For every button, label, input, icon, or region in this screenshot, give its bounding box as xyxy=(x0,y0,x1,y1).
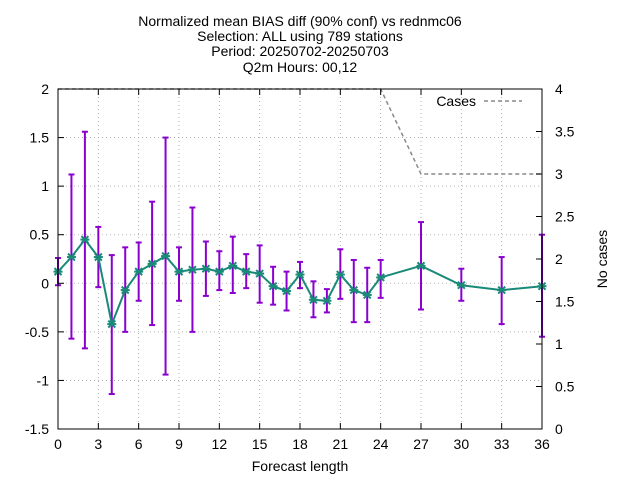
data-point xyxy=(174,267,184,276)
data-point xyxy=(349,285,359,295)
y2-tick-labels: 4 3.5 3 2.5 2 1.5 1 0.5 0 xyxy=(555,81,575,437)
data-point xyxy=(241,267,251,276)
y-tick-label: 0 xyxy=(41,275,49,291)
y2-tick-label: 1 xyxy=(555,336,563,352)
data-point xyxy=(80,235,90,244)
data-point xyxy=(161,251,171,261)
y-tick-label: -0.5 xyxy=(25,324,49,340)
data-point xyxy=(308,295,318,305)
data-point xyxy=(66,252,76,262)
x-axis-label: Forecast length xyxy=(252,458,349,474)
x-tick-label: 21 xyxy=(333,436,349,452)
x-tick-label: 27 xyxy=(413,436,429,452)
x-tick-label: 9 xyxy=(175,436,183,452)
data-point xyxy=(335,270,345,279)
data-point xyxy=(376,273,386,282)
chart-title-line-3: Period: 20250702-20250703 xyxy=(211,43,389,59)
y2-tick-label: 1.5 xyxy=(555,294,575,310)
axis-ticks xyxy=(57,88,543,430)
data-point xyxy=(456,281,466,290)
data-point xyxy=(93,252,103,262)
data-point xyxy=(120,285,130,295)
bias-markers xyxy=(53,235,547,329)
y-tick-label: 0.5 xyxy=(30,227,50,243)
chart-title-line-2: Selection: ALL using 789 stations xyxy=(197,28,403,44)
x-tick-label: 36 xyxy=(534,436,550,452)
y-tick-label: 1.5 xyxy=(30,130,50,146)
y2-tick-label: 3 xyxy=(555,166,563,182)
data-point xyxy=(147,259,157,269)
y-tick-label: 2 xyxy=(41,81,49,97)
x-tick-label: 24 xyxy=(373,436,389,452)
y2-axis-label: No cases xyxy=(594,230,610,288)
x-tick-label: 18 xyxy=(292,436,308,452)
y2-tick-label: 2.5 xyxy=(555,209,575,225)
data-point xyxy=(362,290,372,300)
data-point xyxy=(255,269,265,278)
x-tick-label: 3 xyxy=(94,436,102,452)
y-tick-label: -1.5 xyxy=(25,421,49,437)
y-tick-label: -1 xyxy=(37,372,50,388)
y2-tick-label: 3.5 xyxy=(555,124,575,140)
y2-tick-label: 4 xyxy=(555,81,563,97)
data-point xyxy=(282,286,292,296)
data-point xyxy=(107,319,117,329)
data-point xyxy=(214,267,224,276)
data-point xyxy=(416,261,426,271)
data-point xyxy=(187,265,197,274)
x-tick-label: 30 xyxy=(454,436,470,452)
x-tick-label: 6 xyxy=(135,436,143,452)
x-tick-label: 33 xyxy=(494,436,510,452)
data-point xyxy=(228,261,238,271)
chart-title-line-1: Normalized mean BIAS diff (90% conf) vs … xyxy=(138,13,462,29)
x-tick-label: 12 xyxy=(212,436,228,452)
chart-title-line-4: Q2m Hours: 00,12 xyxy=(243,59,358,75)
data-point xyxy=(322,296,332,305)
data-point xyxy=(134,267,144,276)
data-point xyxy=(295,270,305,279)
y-tick-labels: 2 1.5 1 0.5 0 -0.5 -1 -1.5 xyxy=(25,81,49,437)
y2-tick-label: 0 xyxy=(555,421,563,437)
y2-tick-label: 2 xyxy=(555,251,563,267)
y2-tick-label: 0.5 xyxy=(555,379,575,395)
x-tick-label: 15 xyxy=(252,436,268,452)
y-tick-label: 1 xyxy=(41,178,49,194)
x-tick-label: 0 xyxy=(54,436,62,452)
data-point xyxy=(201,264,211,273)
legend-label-cases: Cases xyxy=(436,93,476,109)
legend: Cases xyxy=(436,93,522,109)
data-point xyxy=(268,281,278,291)
data-point xyxy=(497,285,507,295)
x-tick-labels: 0 3 6 9 12 15 18 21 24 27 30 33 36 xyxy=(54,436,550,452)
